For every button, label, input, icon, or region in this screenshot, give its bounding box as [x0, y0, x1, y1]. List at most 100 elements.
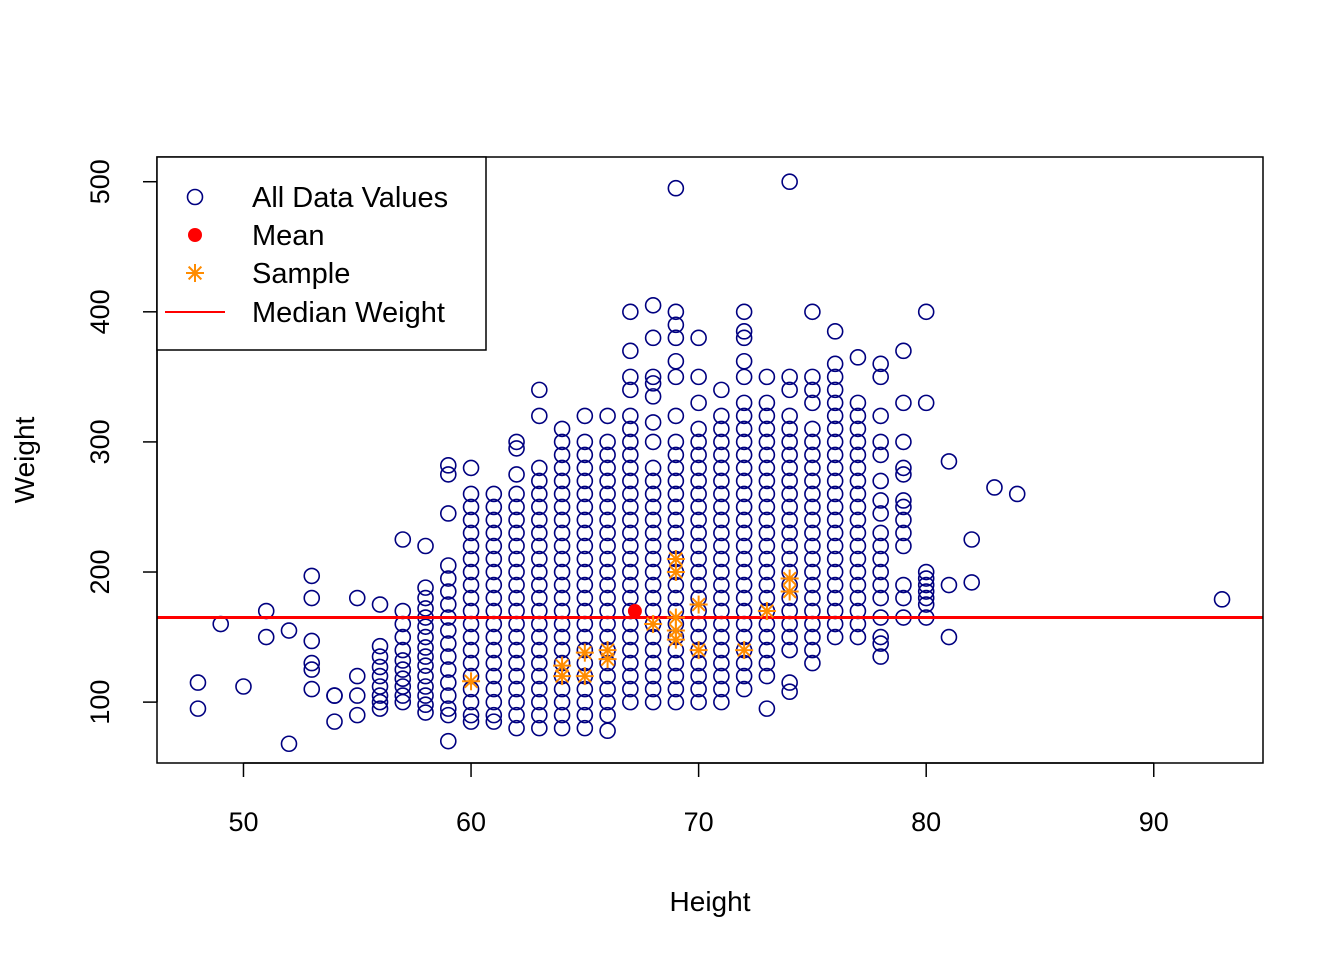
data-point [485, 485, 503, 503]
data-point [986, 479, 1003, 496]
data-point [553, 589, 571, 607]
data-point [758, 420, 776, 438]
data-point [781, 407, 798, 425]
data-point [849, 563, 867, 581]
data-point [485, 641, 503, 659]
data-point [644, 414, 662, 431]
data-point [781, 524, 798, 542]
data-point [895, 459, 912, 477]
data-point [553, 498, 571, 516]
data-point [735, 420, 753, 438]
data-point [917, 303, 935, 321]
data-point [599, 722, 616, 740]
data-point [439, 674, 457, 691]
data-point [849, 446, 867, 464]
data-point [758, 563, 776, 581]
data-point [599, 563, 616, 581]
data-point [439, 622, 457, 639]
data-point [348, 589, 366, 607]
data-point [690, 446, 707, 464]
data-point [872, 505, 889, 522]
y-tick-label: 400 [85, 289, 115, 334]
data-point [758, 654, 776, 672]
data-point [576, 706, 594, 724]
data-point [485, 713, 503, 730]
data-point [872, 355, 889, 373]
data-point [644, 511, 662, 529]
data-point [735, 498, 753, 516]
data-point [872, 628, 889, 646]
data-point [576, 485, 594, 503]
data-point [439, 505, 457, 522]
data-point [622, 381, 639, 399]
data-point [485, 498, 503, 516]
data-point [576, 511, 594, 529]
data-point [462, 563, 480, 581]
data-point [644, 297, 662, 314]
data-point [826, 563, 844, 581]
data-point [872, 589, 889, 607]
data-point [462, 706, 480, 724]
data-point [576, 550, 594, 568]
data-point [417, 589, 434, 607]
data-point [508, 680, 525, 698]
data-point [644, 459, 662, 477]
data-point [394, 652, 412, 669]
data-point [872, 537, 889, 555]
data-point [849, 589, 867, 607]
sample-point [666, 563, 685, 582]
data-point [462, 459, 480, 477]
data-point [553, 550, 571, 568]
data-point [189, 700, 207, 717]
mean-layer [627, 604, 642, 619]
data-point [690, 420, 707, 438]
data-point [735, 459, 753, 477]
data-point [849, 498, 867, 516]
data-point [690, 680, 707, 698]
data-point [690, 459, 707, 477]
data-point [826, 446, 844, 464]
data-point [667, 472, 685, 490]
data-point [553, 706, 571, 724]
sample-point [575, 643, 594, 662]
data-point [371, 648, 389, 665]
data-point [622, 576, 639, 594]
data-point [644, 524, 662, 542]
data-point [735, 524, 753, 542]
legend-marker-mean [188, 228, 202, 242]
data-point [622, 485, 639, 503]
data-point [576, 446, 594, 464]
data-point [644, 576, 662, 594]
data-point [917, 394, 935, 412]
data-point [826, 459, 844, 477]
data-point [895, 537, 912, 555]
data-point [462, 589, 480, 607]
data-point [576, 524, 594, 542]
data-point [417, 704, 434, 721]
data-point [576, 589, 594, 607]
data-point [553, 693, 571, 711]
data-point [781, 674, 798, 691]
data-point [826, 394, 844, 412]
data-point [553, 537, 571, 555]
data-point [735, 589, 753, 607]
x-axis-title: Height [670, 886, 751, 917]
data-point [531, 472, 548, 490]
data-point [872, 563, 889, 581]
data-point [644, 667, 662, 685]
sample-layer [462, 550, 799, 691]
data-point [599, 485, 616, 503]
data-point [758, 511, 776, 529]
data-point [644, 485, 662, 503]
data-point [781, 381, 798, 399]
data-point [667, 303, 685, 321]
data-point [531, 719, 548, 737]
data-point [371, 637, 389, 655]
data-point [531, 576, 548, 594]
data-point [872, 576, 889, 594]
data-point [781, 173, 798, 191]
data-point [644, 589, 662, 607]
data-point [531, 563, 548, 581]
data-point [553, 719, 571, 737]
legend-label-sample: Sample [252, 258, 350, 290]
